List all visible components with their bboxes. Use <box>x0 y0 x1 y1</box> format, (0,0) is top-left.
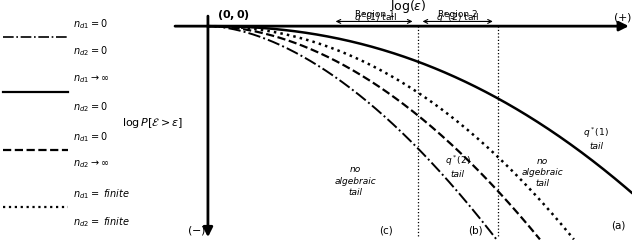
Text: $n_{d1} = $ finite: $n_{d1} = $ finite <box>73 187 130 200</box>
Text: $n_{d2} = $ finite: $n_{d2} = $ finite <box>73 214 130 228</box>
Text: (a): (a) <box>611 220 625 230</box>
Text: $\log P[\mathcal{E} > \varepsilon]$: $\log P[\mathcal{E} > \varepsilon]$ <box>122 116 183 130</box>
Text: no
algebraic
tail: no algebraic tail <box>334 165 376 196</box>
Text: (c): (c) <box>380 224 393 234</box>
Text: $n_{d1} = 0$: $n_{d1} = 0$ <box>73 130 107 143</box>
Text: Region 1: Region 1 <box>355 10 395 18</box>
Text: no
algebraic
tail: no algebraic tail <box>521 156 563 188</box>
Text: (b): (b) <box>468 224 483 234</box>
Text: $n_{d2} = 0$: $n_{d2} = 0$ <box>73 44 107 58</box>
Text: $n_{d1} \to \infty$: $n_{d1} \to \infty$ <box>73 73 109 85</box>
Text: $(+)$: $(+)$ <box>613 11 632 24</box>
Text: $n_{d2} \to \infty$: $n_{d2} \to \infty$ <box>73 158 109 170</box>
Text: $\log(\varepsilon)$: $\log(\varepsilon)$ <box>390 0 427 15</box>
Text: $(-)$: $(-)$ <box>187 223 206 236</box>
Text: $n_{d2} = 0$: $n_{d2} = 0$ <box>73 100 107 113</box>
Text: $q^*(1)$
tail: $q^*(1)$ tail <box>583 125 609 150</box>
Text: Region 2: Region 2 <box>438 10 477 18</box>
Text: $n_{d1} = 0$: $n_{d1} = 0$ <box>73 17 107 30</box>
Text: $q^*(1)$ tail: $q^*(1)$ tail <box>353 10 397 25</box>
Text: $\mathbf{(0, 0)}$: $\mathbf{(0, 0)}$ <box>217 8 250 22</box>
Text: $q^*(2)$ tail: $q^*(2)$ tail <box>436 10 479 25</box>
Text: $q^*(2)$
tail: $q^*(2)$ tail <box>445 153 471 178</box>
